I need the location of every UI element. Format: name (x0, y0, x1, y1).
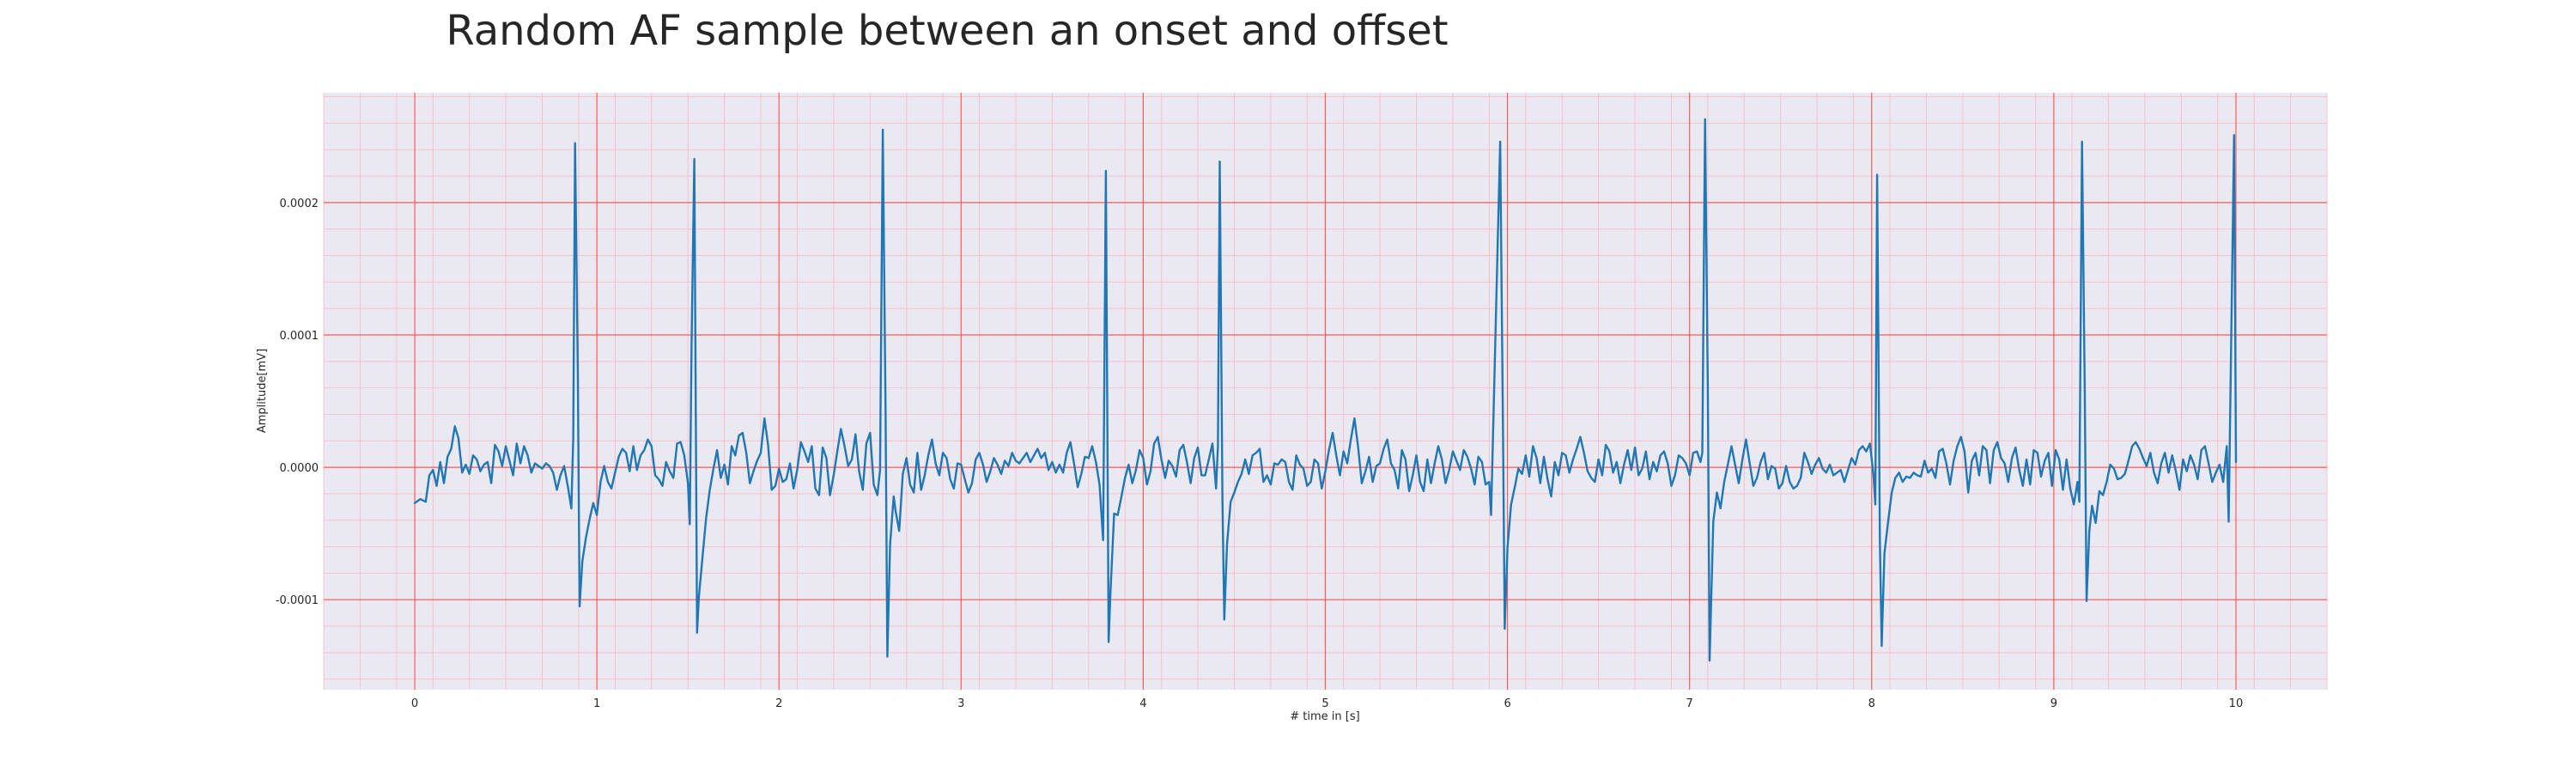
tick-labels: 0 1 2 3 4 5 6 7 8 9 10 -0.0001 0.0000 0.0001 0.0002 (276, 198, 2243, 710)
x-tick-label: 5 (1321, 697, 1328, 710)
x-tick-label: 0 (411, 697, 418, 710)
chart-title: Random AF sample between an onset and of… (446, 7, 1448, 55)
y-axis-label: Amplitude[mV] (256, 349, 269, 433)
x-tick-label: 6 (1504, 697, 1510, 710)
x-tick-label: 8 (1868, 697, 1875, 710)
x-tick-label: 10 (2229, 697, 2244, 710)
grid-lines (323, 93, 2328, 690)
x-tick-label: 4 (1139, 697, 1146, 710)
y-tick-label: -0.0001 (276, 594, 319, 607)
x-tick-label: 7 (1686, 697, 1693, 710)
ecg-signal-line (413, 118, 2238, 662)
y-tick-label: 0.0001 (280, 330, 319, 343)
y-tick-label: 0.0002 (280, 198, 319, 210)
x-tick-label: 9 (2050, 697, 2057, 710)
x-tick-label: 1 (593, 697, 600, 710)
y-tick-label: 0.0000 (280, 462, 319, 475)
x-axis-label: # time in [s] (1290, 710, 1359, 723)
x-tick-label: 3 (957, 697, 964, 710)
x-tick-label: 2 (775, 697, 782, 710)
